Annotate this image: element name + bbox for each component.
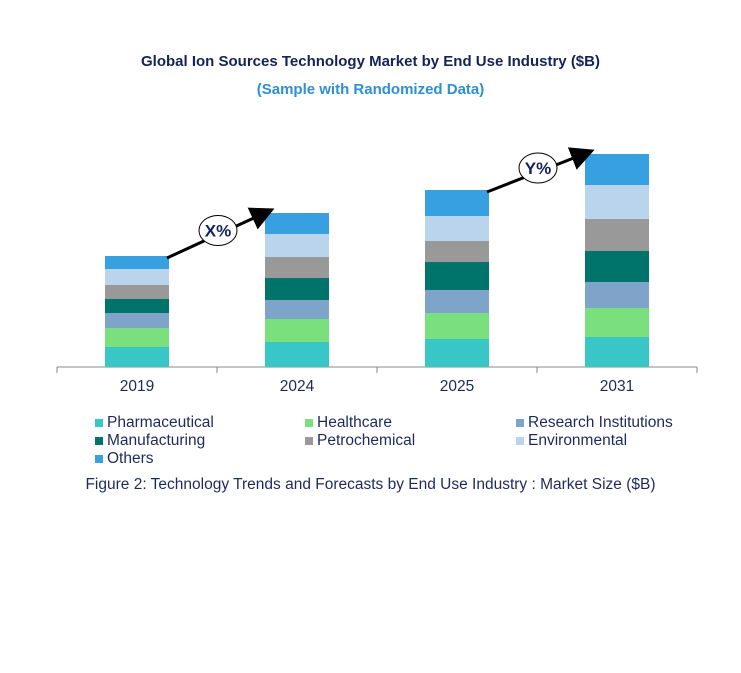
legend-label: Healthcare	[317, 414, 392, 431]
bar-segment-others-2031	[585, 154, 649, 185]
legend-swatch	[95, 437, 103, 445]
bar-segment-petrochemical-2024	[265, 257, 329, 278]
x-tick-label: 2025	[440, 378, 474, 395]
legend-swatch	[516, 419, 524, 427]
bar-segment-others-2019	[105, 256, 169, 269]
bar-segment-manufacturing-2019	[105, 299, 169, 313]
bar-segment-pharmaceutical-2025	[425, 339, 489, 367]
bar-segment-environmental-2019	[105, 269, 169, 285]
legend-item-manufacturing: Manufacturing	[95, 432, 205, 450]
bar-segment-petrochemical-2019	[105, 285, 169, 299]
growth-label: X%	[205, 222, 231, 241]
legend-item-healthcare: Healthcare	[305, 414, 392, 432]
bar-segment-research-institutions-2019	[105, 313, 169, 328]
legend-item-petrochemical: Petrochemical	[305, 432, 415, 450]
bar-segment-healthcare-2031	[585, 308, 649, 337]
legend-swatch	[305, 437, 313, 445]
x-tick-label: 2024	[280, 378, 315, 395]
bar-segment-manufacturing-2025	[425, 262, 489, 290]
x-tick-label: 2031	[600, 378, 634, 395]
legend-label: Pharmaceutical	[107, 414, 214, 431]
legend-item-environmental: Environmental	[516, 432, 627, 450]
legend-swatch	[516, 437, 524, 445]
legend-label: Manufacturing	[107, 432, 206, 449]
bar-segment-pharmaceutical-2031	[585, 337, 649, 367]
bar-segment-petrochemical-2025	[425, 241, 489, 262]
legend-swatch	[95, 419, 103, 427]
legend-swatch	[305, 419, 313, 427]
figure-caption: Figure 2: Technology Trends and Forecast…	[85, 476, 656, 493]
legend-label: Research Institutions	[528, 414, 673, 431]
bar-segment-others-2024	[265, 213, 329, 234]
bar-segment-manufacturing-2031	[585, 251, 649, 282]
bar-segment-healthcare-2024	[265, 319, 329, 342]
bar-segment-petrochemical-2031	[585, 219, 649, 251]
legend-label: Environmental	[528, 432, 628, 449]
bar-segment-others-2025	[425, 190, 489, 216]
growth-label-bubble	[198, 215, 238, 246]
legend-label: Others	[107, 450, 154, 467]
bar-segment-pharmaceutical-2024	[265, 342, 329, 367]
legend-label: Petrochemical	[317, 432, 416, 449]
bar-segment-pharmaceutical-2019	[105, 347, 169, 367]
bar-segment-healthcare-2019	[105, 328, 169, 347]
bar-segment-research-institutions-2025	[425, 290, 489, 313]
bar-segment-manufacturing-2024	[265, 278, 329, 300]
bar-segment-healthcare-2025	[425, 313, 489, 339]
bar-segment-environmental-2031	[585, 185, 649, 219]
growth-label: Y%	[525, 159, 551, 178]
legend-swatch	[95, 455, 103, 463]
bar-segment-environmental-2024	[265, 234, 329, 257]
bar-segment-environmental-2025	[425, 216, 489, 241]
chart-subtitle: (Sample with Randomized Data)	[256, 81, 485, 98]
legend-item-pharmaceutical: Pharmaceutical	[95, 414, 214, 432]
chart-title: Global Ion Sources Technology Market by …	[141, 53, 600, 70]
legend-item-others: Others	[95, 450, 154, 468]
bar-segment-research-institutions-2031	[585, 282, 649, 308]
legend-item-research-institutions: Research Institutions	[516, 414, 673, 432]
x-tick-label: 2019	[120, 378, 154, 395]
bar-segment-research-institutions-2024	[265, 300, 329, 319]
growth-label-bubble	[518, 152, 558, 184]
